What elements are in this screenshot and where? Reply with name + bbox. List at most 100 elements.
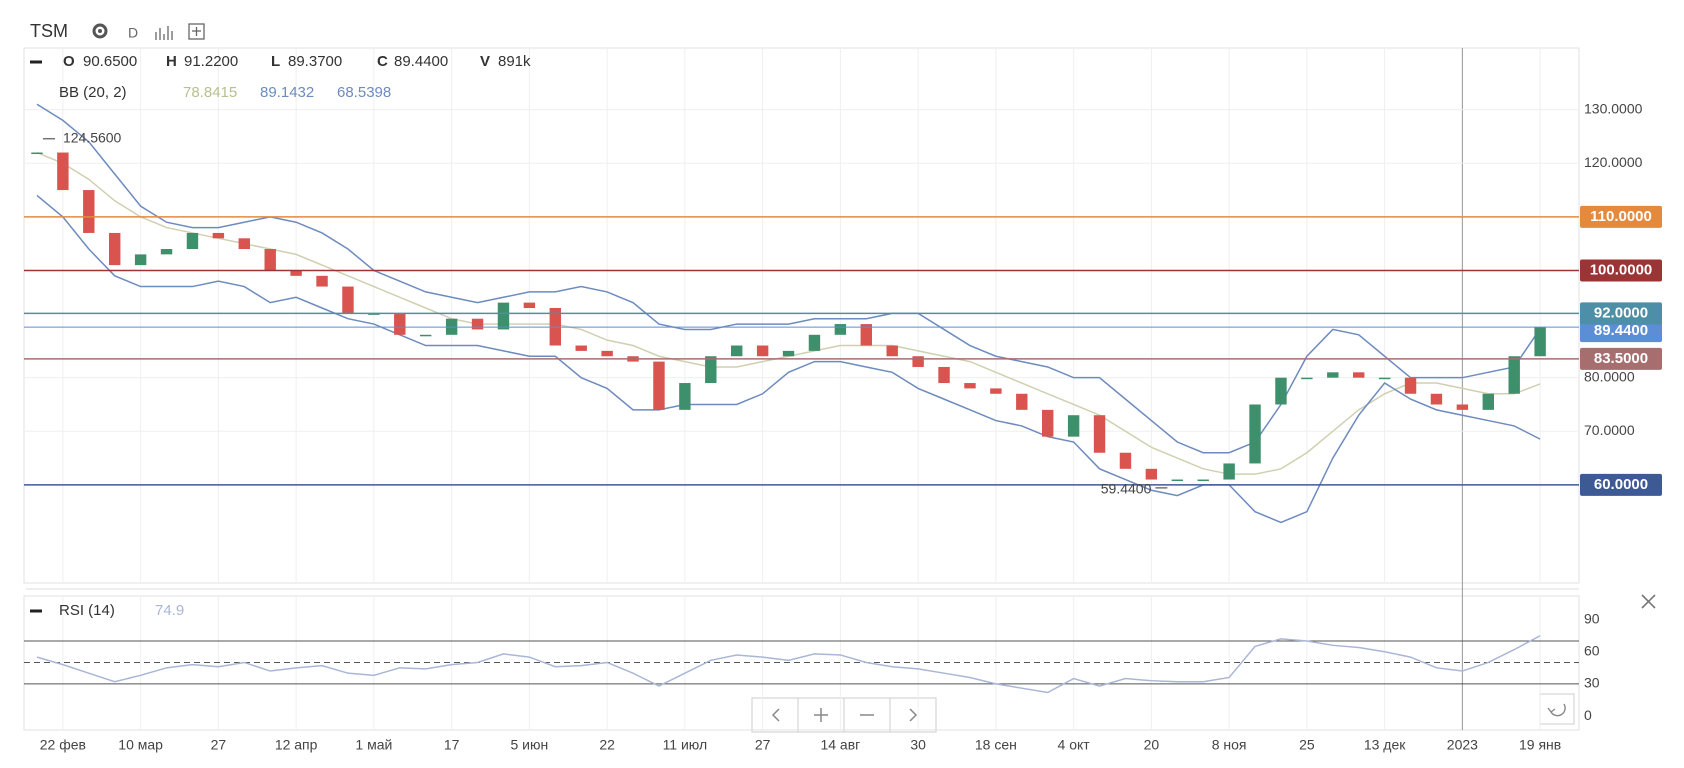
candle <box>471 318 484 330</box>
candle <box>679 383 691 410</box>
x-tick-label: 2023 <box>1447 737 1478 753</box>
candle <box>1093 415 1106 453</box>
scroll-right-button[interactable] <box>889 697 937 733</box>
candle <box>1016 393 1028 410</box>
candle <box>1456 404 1469 410</box>
candle <box>134 254 147 266</box>
candle <box>238 238 250 250</box>
x-tick-label: 18 сен <box>975 737 1017 753</box>
candle <box>990 388 1002 394</box>
x-tick-label: 10 мар <box>118 737 163 753</box>
candle <box>938 366 950 384</box>
y-tick-label: 120.0000 <box>1584 154 1643 170</box>
candle <box>782 350 795 357</box>
x-tick-label: 5 июн <box>511 737 549 753</box>
y-tick-label: 80.0000 <box>1584 368 1635 384</box>
legend-value: 91.2200 <box>184 53 238 70</box>
legend-key: H <box>166 53 177 70</box>
level-badge <box>1580 259 1662 282</box>
nav-toolbar <box>751 693 1575 733</box>
x-tick-label: 17 <box>444 737 460 753</box>
candle <box>31 152 43 155</box>
candle <box>523 302 536 308</box>
y-tick-label: 90 <box>1584 610 1600 626</box>
x-tick-label: 20 <box>1144 737 1160 753</box>
reset-button[interactable] <box>1539 693 1575 725</box>
level-badge <box>1580 347 1662 370</box>
candle <box>1171 479 1183 482</box>
scroll-left-button[interactable] <box>751 697 799 733</box>
y-tick-label: 60 <box>1584 642 1600 658</box>
legend-key: C <box>377 53 388 70</box>
level-label: 110.0000 <box>1590 208 1652 225</box>
candle <box>834 324 847 335</box>
plot-frame <box>23 47 1580 584</box>
candle <box>1482 393 1494 410</box>
x-tick-label: 13 дек <box>1364 737 1406 753</box>
x-tick-label: 14 авг <box>820 737 860 753</box>
level-label: 83.5000 <box>1594 350 1648 367</box>
candle <box>886 345 898 357</box>
indicator-value: 68.5398 <box>337 84 391 101</box>
legend-key: O <box>63 53 75 70</box>
last-price-badge <box>1580 320 1662 343</box>
rsi-current: 74.9 <box>155 602 184 619</box>
candle <box>1534 327 1546 357</box>
candle <box>290 270 302 276</box>
candle <box>1404 377 1417 394</box>
plot-frame <box>23 595 1580 731</box>
indicators-icon[interactable] <box>155 26 173 40</box>
candle <box>109 232 121 266</box>
rsi-line <box>36 635 1541 694</box>
x-tick-label: 1 май <box>355 737 392 753</box>
y-tick-label: 70.0000 <box>1584 422 1635 438</box>
close-icon[interactable] <box>1641 594 1656 609</box>
settings-icon[interactable] <box>92 23 108 39</box>
symbol: TSM <box>30 21 68 41</box>
rsi-title: RSI (14) <box>59 602 115 619</box>
candle <box>808 334 821 351</box>
legend-value: 89.4400 <box>394 53 448 70</box>
y-tick-label: 0 <box>1584 707 1592 723</box>
interval[interactable]: D <box>128 25 138 41</box>
candle <box>1223 463 1235 480</box>
candle <box>316 275 328 287</box>
candle <box>1067 415 1080 437</box>
x-tick-label: 4 окт <box>1058 737 1091 753</box>
candle <box>83 190 95 233</box>
candle <box>342 286 354 314</box>
candle <box>731 345 743 357</box>
level-label: 100.0000 <box>1590 261 1653 278</box>
candle <box>1249 404 1261 464</box>
bollinger-band <box>36 103 1541 454</box>
candle <box>705 356 717 384</box>
candle <box>601 350 613 357</box>
level-badge <box>1580 302 1662 325</box>
candle <box>1327 372 1339 378</box>
x-tick-label: 22 <box>599 737 615 753</box>
candle <box>420 334 432 337</box>
level-label: 60.0000 <box>1594 476 1648 493</box>
candle <box>1301 377 1313 380</box>
x-tick-label: 25 <box>1299 737 1315 753</box>
legend-value: 90.6500 <box>83 53 137 70</box>
candle <box>160 249 173 255</box>
x-tick-label: 30 <box>910 737 926 753</box>
candle <box>1508 356 1520 394</box>
annotation-label: 59.4400 <box>1101 481 1152 497</box>
nav-glyphs <box>771 708 918 722</box>
candle <box>57 152 69 191</box>
candle <box>912 356 924 367</box>
candle <box>264 249 276 271</box>
candle <box>756 345 769 357</box>
legend-value: 891k <box>498 53 531 70</box>
legend-value: 89.3700 <box>288 53 342 70</box>
candle <box>1197 479 1209 482</box>
candle <box>1119 452 1132 469</box>
add-chart-icon[interactable] <box>188 23 205 40</box>
y-tick-label: 130.0000 <box>1584 100 1643 116</box>
candle <box>186 232 199 250</box>
level-badge <box>1580 205 1662 228</box>
